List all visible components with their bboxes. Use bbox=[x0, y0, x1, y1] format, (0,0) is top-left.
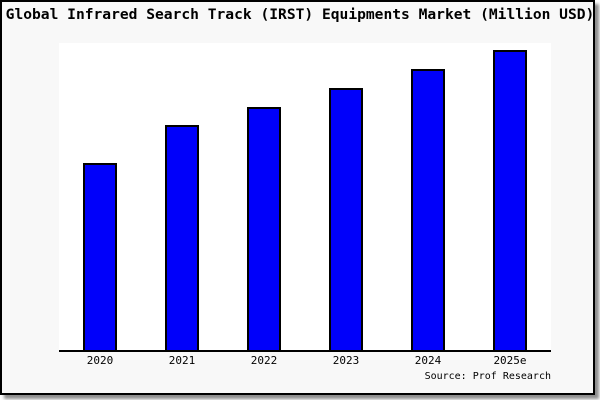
x-tick-label-2025e: 2025e bbox=[493, 354, 527, 367]
plot-area bbox=[59, 43, 551, 352]
x-tick-label-2020: 2020 bbox=[86, 354, 114, 367]
x-tick-label-2022: 2022 bbox=[250, 354, 278, 367]
x-tick-label-2024: 2024 bbox=[414, 354, 442, 367]
bar-2022 bbox=[247, 107, 281, 350]
bar-2021 bbox=[165, 125, 199, 350]
x-tick-label-2023: 2023 bbox=[332, 354, 360, 367]
bar-2020 bbox=[83, 163, 117, 350]
bar-2023 bbox=[329, 88, 363, 350]
bar-2024 bbox=[411, 69, 445, 350]
chart-title: Global Infrared Search Track (IRST) Equi… bbox=[5, 6, 595, 23]
bar-2025e bbox=[493, 50, 527, 350]
x-tick-label-2021: 2021 bbox=[168, 354, 196, 367]
source-note: Source: Prof Research bbox=[424, 371, 551, 382]
